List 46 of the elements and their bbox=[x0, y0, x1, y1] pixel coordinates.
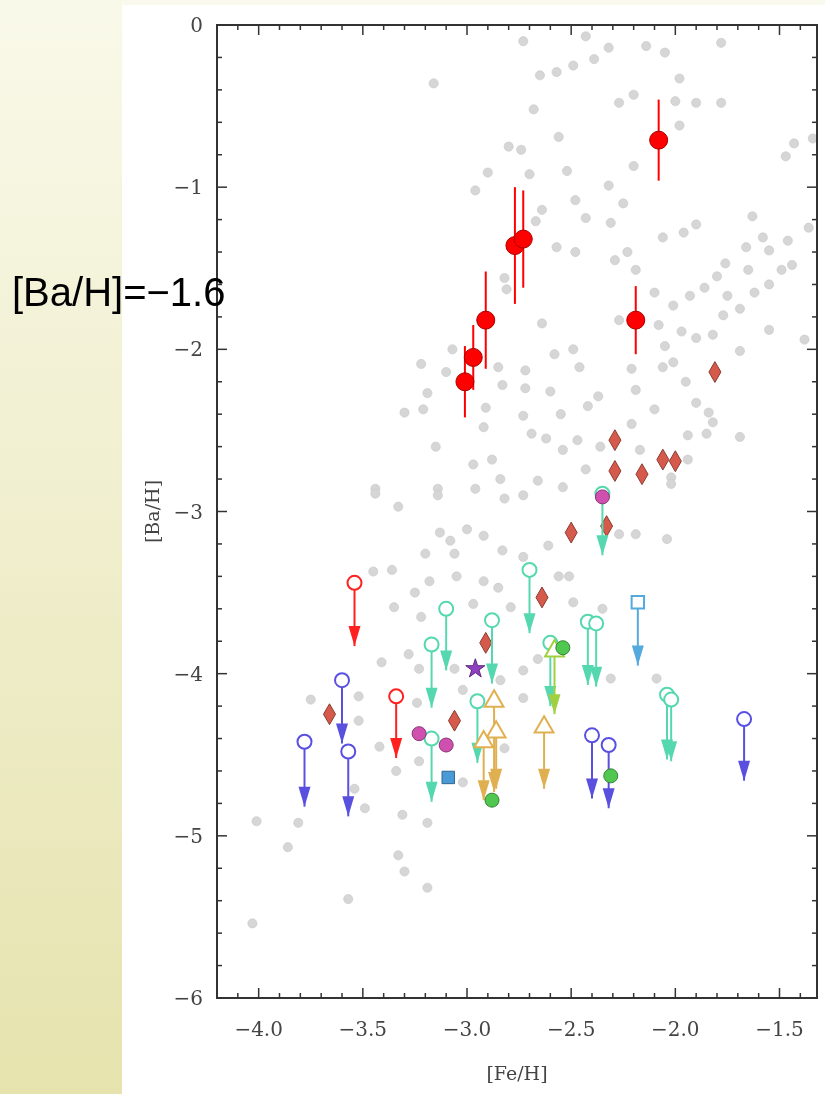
point bbox=[455, 372, 475, 392]
point bbox=[584, 727, 600, 744]
point bbox=[438, 600, 455, 617]
point bbox=[513, 229, 533, 249]
point bbox=[600, 737, 617, 754]
point bbox=[594, 489, 610, 505]
point bbox=[296, 733, 313, 750]
point bbox=[411, 726, 427, 742]
point bbox=[626, 310, 646, 330]
point bbox=[603, 768, 619, 784]
y-tick-label: −6 bbox=[173, 986, 203, 1010]
x-tick-label: −2.5 bbox=[546, 1017, 596, 1041]
point bbox=[340, 743, 357, 760]
x-tick-label: −3.5 bbox=[338, 1017, 388, 1041]
x-tick-label: −3.0 bbox=[442, 1017, 492, 1041]
point bbox=[521, 561, 538, 578]
point bbox=[334, 672, 350, 689]
point bbox=[346, 574, 363, 591]
point bbox=[423, 636, 440, 653]
y-tick-label: −2 bbox=[173, 337, 203, 362]
x-tick-label: −2.0 bbox=[651, 1017, 700, 1041]
point bbox=[438, 737, 454, 753]
point bbox=[736, 711, 753, 728]
y-tick-label: −3 bbox=[173, 499, 203, 524]
point bbox=[476, 310, 496, 330]
point bbox=[588, 615, 605, 632]
point bbox=[484, 612, 500, 629]
point bbox=[465, 658, 486, 678]
x-tick-label: −1.5 bbox=[755, 1017, 804, 1041]
point bbox=[423, 730, 440, 747]
point bbox=[469, 693, 486, 710]
y-axis-title: [Ba/H] bbox=[141, 479, 163, 544]
y-tick-label: −4 bbox=[173, 661, 203, 686]
point bbox=[463, 347, 483, 367]
x-tick-label: −4.0 bbox=[234, 1017, 283, 1041]
y-tick-label: −5 bbox=[173, 823, 203, 848]
y-tick-label: −1 bbox=[173, 175, 203, 200]
point bbox=[649, 130, 669, 150]
point bbox=[663, 691, 680, 708]
point bbox=[484, 792, 500, 808]
point bbox=[388, 688, 405, 705]
point bbox=[441, 770, 455, 785]
point bbox=[630, 595, 646, 610]
y-tick-label: 0 bbox=[190, 13, 203, 37]
x-axis-title: [Fe/H] bbox=[486, 1062, 548, 1084]
point bbox=[555, 640, 571, 656]
